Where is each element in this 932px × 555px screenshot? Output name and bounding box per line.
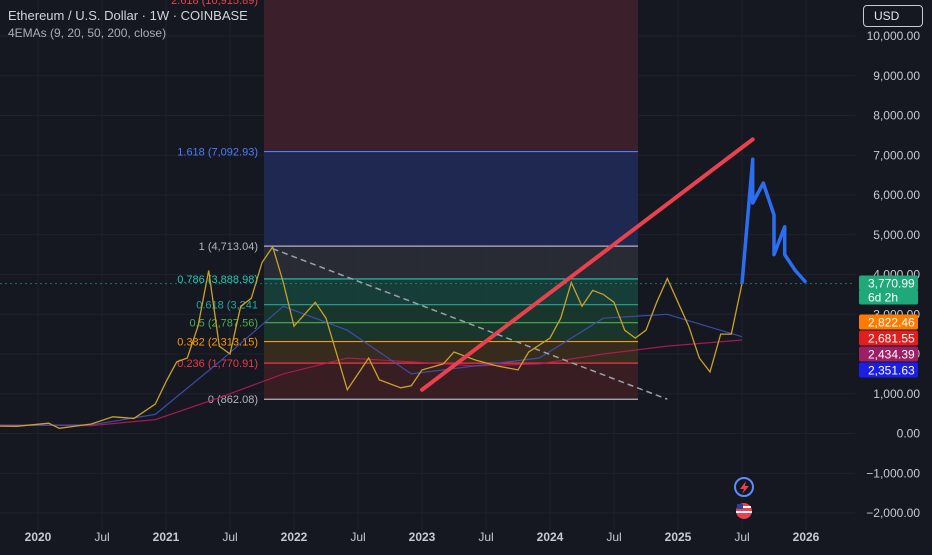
us-flag-stripes (736, 511, 752, 513)
y-tick-label: 9,000.00 (873, 69, 920, 83)
fib-level-label: 0.786 (3,888.98) (177, 274, 258, 286)
fib-level-label: 0.618 (3,241 (196, 300, 258, 312)
y-tick-label: −2,000.00 (866, 506, 920, 520)
y-tick-label: 6,000.00 (873, 188, 920, 202)
x-tick-label: Jul (94, 530, 109, 544)
fib-zone (264, 304, 638, 323)
x-tick-label: 2021 (153, 530, 180, 544)
price-badge-label: 2,351.63 (868, 364, 915, 378)
price-badge (859, 330, 918, 346)
y-tick-label: 0.00 (897, 427, 921, 441)
y-tick-label: 5,000.00 (873, 228, 920, 242)
x-tick-label: 2022 (281, 530, 308, 544)
price-badge (859, 289, 918, 305)
y-tick-label: 1,000.00 (873, 387, 920, 401)
y-tick-label: 7,000.00 (873, 148, 920, 162)
lightning-icon (740, 481, 749, 494)
fib-zone (264, 246, 638, 279)
fib-level-label: 0 (862.08) (208, 394, 258, 406)
price-badge (859, 275, 918, 291)
projection-path (740, 157, 808, 284)
fib-level-label: 0.5 (2,787.56) (190, 318, 259, 330)
price-badge (859, 314, 918, 330)
fib-level-label: 0.236 (1,770.91) (177, 358, 258, 370)
events (734, 477, 754, 521)
dashed-trendline (272, 247, 668, 400)
x-tick-label: 2023 (409, 530, 436, 544)
price-badge (859, 346, 918, 362)
ema-200-line (0, 339, 743, 427)
us-flag-canton (737, 504, 743, 509)
y-tick-label: 8,000.00 (873, 109, 920, 123)
trendline (420, 137, 755, 392)
price-badge-label: 6d 2h (868, 291, 898, 305)
x-tick-label: Jul (478, 530, 493, 544)
x-tick-label: Jul (222, 530, 237, 544)
chart-title: Ethereum / U.S. Dollar · 1W · COINBASE (8, 8, 248, 23)
fib-level-label: 2.618 (10,915.89) (171, 0, 258, 7)
y-tick-label: −1,000.00 (866, 466, 920, 480)
x-tick-label: 2025 (665, 530, 692, 544)
x-tick-label: Jul (350, 530, 365, 544)
fib-level-label: 1.618 (7,092.93) (177, 147, 258, 159)
x-tick-label: 2026 (793, 530, 820, 544)
x-tick-label: 2024 (537, 530, 564, 544)
currency-button[interactable]: USD (863, 5, 923, 27)
ema-50-line (0, 305, 743, 427)
fib-zone (264, 151, 638, 247)
fib-zone (264, 0, 638, 152)
us-flag-stripes (737, 506, 751, 508)
fib-zone (264, 341, 638, 364)
price-badge-label: 2,822.46 (868, 316, 915, 330)
price-badge (859, 362, 918, 378)
price-badge-label: 2,681.55 (868, 332, 915, 346)
indicator-legend[interactable]: 4EMAs (9, 20, 50, 200, close) (8, 26, 167, 40)
y-tick-label: 10,000.00 (867, 29, 921, 43)
price-line (0, 245, 743, 429)
price-badge-label: 3,770.99 (868, 277, 915, 291)
price-lines (0, 137, 855, 429)
x-axis: 2020 Jul 2021 Jul 2022 Jul 2023 Jul 2024 Jul 2025 J… (25, 530, 820, 544)
y-axis: 10,000.00 9,000.00 8,000.00 7,000.00 6,000.0… (866, 29, 920, 520)
x-tick-label: 2020 (25, 530, 52, 544)
x-tick-label: Jul (606, 530, 621, 544)
fib-zone (264, 278, 638, 305)
price-badge-label: 2,434.39 (868, 348, 915, 362)
x-tick-label: Jul (734, 530, 749, 544)
fib-level-label: 1 (4,713.04) (199, 241, 258, 253)
